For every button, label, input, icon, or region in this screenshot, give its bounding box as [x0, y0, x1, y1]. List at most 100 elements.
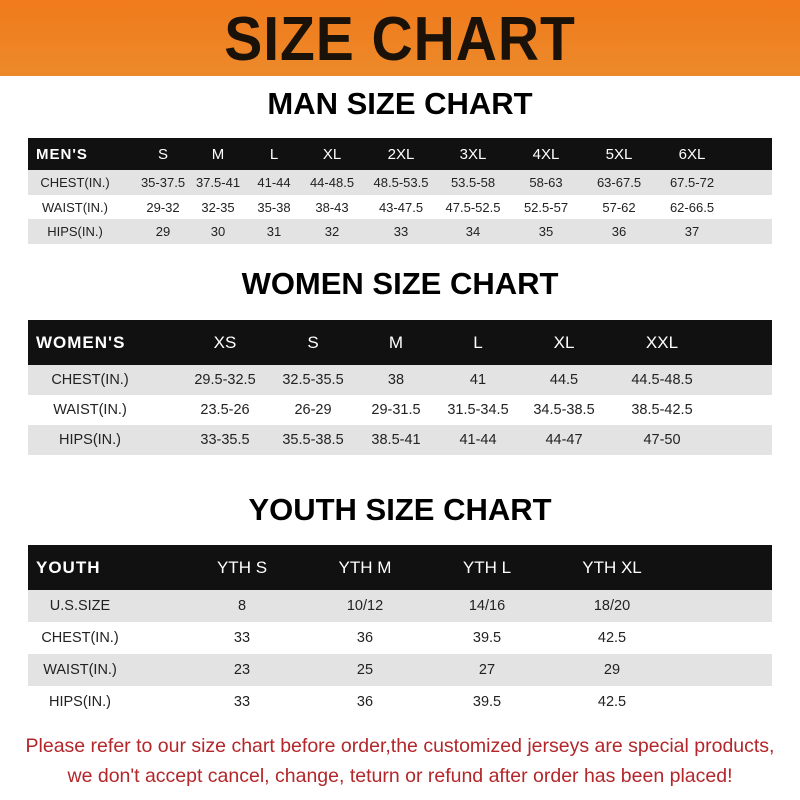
table-header-row: YOUTH YTH S YTH M YTH L YTH XL	[28, 545, 772, 590]
table-cell: 29	[603, 662, 621, 678]
table-cell: 35.5-38.5	[282, 432, 344, 448]
table-cell: 41-44	[257, 175, 291, 190]
table-cell: 62-66.5	[669, 199, 715, 215]
table-cell: L	[473, 332, 483, 352]
table-cell: 38.5-42.5	[631, 402, 693, 418]
row-label: WOMEN'S	[36, 332, 126, 352]
table-cell: 8	[237, 598, 247, 614]
table-cell: 36	[356, 694, 374, 710]
women-section-title: WOMEN SIZE CHART	[241, 266, 559, 301]
table-row: HIPS(IN.) 33-35.5 35.5-38.5 38.5-41 41-44 44-…	[28, 425, 772, 455]
table-cell: 47.5-52.5	[445, 199, 501, 215]
table-cell: 2XL	[387, 145, 415, 163]
table-cell: YTH L	[462, 557, 512, 577]
table-cell: XL	[322, 145, 342, 163]
table-cell: 53.5-58	[450, 175, 496, 190]
row-label: MEN'S	[36, 145, 88, 163]
table-cell: XXL	[645, 332, 679, 352]
row-label: YOUTH	[36, 557, 101, 577]
table-cell: 58-63	[529, 175, 563, 190]
table-cell: 33	[393, 224, 409, 239]
table-cell: 39.5	[472, 694, 502, 710]
banner: SIZE CHART	[0, 0, 800, 76]
table-cell: 36	[356, 630, 374, 646]
table-cell: L	[269, 145, 279, 163]
table-cell: 38	[387, 372, 405, 388]
table-cell: 33-35.5	[200, 432, 250, 448]
table-row: WAIST(IN.) 29-32 32-35 35-38 38-43 43-47.5 47.…	[28, 195, 772, 219]
youth-section-title: YOUTH SIZE CHART	[248, 492, 552, 527]
table-header-row: WOMEN'S XS S M L XL XXL	[28, 320, 772, 365]
table-cell: 32	[324, 224, 340, 239]
table-row: CHEST(IN.) 35-37.5 37.5-41 41-44 44-48.5 48.5…	[28, 170, 772, 195]
table-cell: 6XL	[678, 145, 706, 163]
table-cell: 38-43	[315, 199, 349, 215]
row-label: WAIST(IN.)	[42, 199, 108, 215]
table-cell: M	[211, 145, 225, 163]
table-cell: 38.5-41	[371, 432, 421, 448]
table-cell: 29-31.5	[371, 402, 421, 418]
row-label: WAIST(IN.)	[43, 662, 117, 678]
table-cell: 42.5	[597, 630, 627, 646]
table-row: HIPS(IN.) 33 36 39.5 42.5	[28, 686, 772, 718]
table-cell: 26-29	[294, 402, 332, 418]
table-cell: 44-47	[545, 432, 583, 448]
table-cell: 29	[155, 224, 171, 239]
table-cell: 42.5	[597, 694, 627, 710]
table-cell: 37.5-41	[195, 175, 241, 190]
table-row: U.S.SIZE 8 10/12 14/16 18/20	[28, 590, 772, 622]
row-label: U.S.SIZE	[49, 598, 111, 614]
table-cell: 18/20	[593, 598, 631, 614]
table-cell: 44-48.5	[309, 175, 355, 190]
table-row: WAIST(IN.) 23 25 27 29	[28, 654, 772, 686]
table-cell: 32.5-35.5	[282, 372, 344, 388]
table-cell: 35-38	[257, 199, 291, 215]
table-cell: 14/16	[468, 598, 506, 614]
table-cell: S	[307, 332, 319, 352]
table-row: CHEST(IN.) 33 36 39.5 42.5	[28, 622, 772, 654]
table-cell: 41	[469, 372, 487, 388]
table-cell: YTH M	[338, 557, 392, 577]
table-cell: 34.5-38.5	[533, 402, 595, 418]
table-cell: 3XL	[459, 145, 487, 163]
table-cell: 47-50	[643, 432, 681, 448]
row-label: HIPS(IN.)	[58, 432, 122, 448]
table-cell: 25	[356, 662, 374, 678]
table-cell: 30	[210, 224, 226, 239]
table-cell: 57-62	[602, 199, 636, 215]
row-label: CHEST(IN.)	[41, 630, 119, 646]
table-cell: 63-67.5	[596, 175, 642, 190]
table-cell: 37	[684, 224, 700, 239]
table-cell: 33	[233, 630, 251, 646]
table-cell: 39.5	[472, 630, 502, 646]
table-cell: 29-32	[146, 199, 180, 215]
table-header-row: MEN'S S M L XL 2XL 3XL 4XL 5XL 6XL	[28, 138, 772, 170]
row-label: HIPS(IN.)	[48, 694, 112, 710]
table-cell: XS	[213, 332, 237, 352]
table-cell: 41-44	[459, 432, 497, 448]
table-cell: 5XL	[605, 145, 633, 163]
table-cell: 44.5	[549, 372, 579, 388]
table-cell: 32-35	[201, 199, 235, 215]
table-cell: 44.5-48.5	[631, 372, 693, 388]
banner-title: SIZE CHART	[224, 5, 576, 74]
footer-notice-line-1: Please refer to our size chart before or…	[25, 735, 775, 757]
table-cell: 43-47.5	[378, 199, 424, 215]
men-section-title: MAN SIZE CHART	[267, 86, 533, 121]
table-row: HIPS(IN.) 29 30 31 32 33 34 35 36 37	[28, 219, 772, 244]
table-row: WAIST(IN.) 23.5-26 26-29 29-31.5 31.5-34.5 34…	[28, 395, 772, 425]
table-cell: 33	[233, 694, 251, 710]
footer-notice-line-2: we don't accept cancel, change, teturn o…	[67, 765, 733, 787]
row-label: CHEST(IN.)	[40, 175, 110, 190]
table-cell: 36	[611, 224, 627, 239]
table-cell: 35-37.5	[140, 175, 186, 190]
table-cell: 34	[465, 224, 481, 239]
table-cell: M	[388, 332, 404, 352]
table-cell: 31.5-34.5	[447, 402, 509, 418]
table-cell: 52.5-57	[523, 199, 569, 215]
table-cell: 67.5-72	[669, 175, 715, 190]
row-label: CHEST(IN.)	[51, 372, 129, 388]
table-cell: YTH S	[216, 557, 268, 577]
table-cell: 48.5-53.5	[373, 175, 429, 190]
table-cell: 35	[538, 224, 554, 239]
